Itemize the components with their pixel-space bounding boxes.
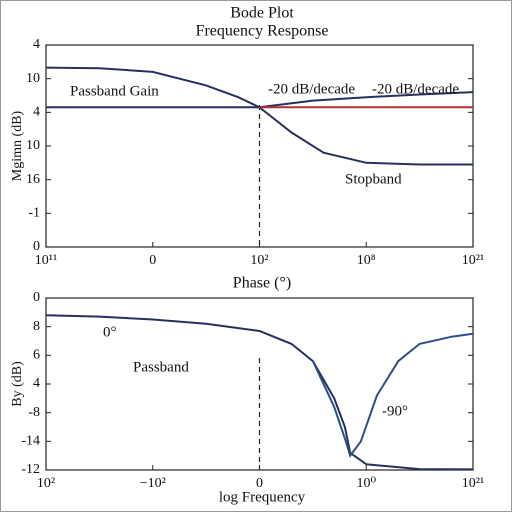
chart-subtitle: Frequency Response: [196, 23, 329, 40]
annotation: 0°: [103, 324, 117, 340]
x-tick-label: 0: [256, 476, 263, 491]
y-tick-label: -8: [28, 405, 40, 420]
x-tick-label: 10²¹: [462, 476, 484, 491]
x-tick-label: 10¹¹: [35, 253, 57, 268]
annotation: Passband: [133, 359, 189, 375]
y-tick-label: 0: [33, 290, 40, 305]
y-tick-label: -14: [21, 434, 40, 449]
y-axis-label: Mgimn (dB): [10, 110, 25, 181]
y-tick-label: 10: [26, 138, 40, 153]
annotation: -90°: [382, 403, 408, 419]
x-tick-label: 10²: [250, 253, 268, 268]
y-tick-label: -1: [28, 206, 40, 221]
annotation: -20 dB/decade: [268, 81, 355, 97]
chart-title: Bode Plot: [230, 5, 294, 22]
y-tick-label: 0: [33, 239, 40, 254]
annotation: Passband Gain: [70, 83, 159, 99]
panel-title: Phase (°): [233, 275, 291, 292]
annotation: -20 dB/decade: [372, 81, 459, 97]
annotation: Stopband: [345, 171, 402, 187]
x-tick-label: 10²: [37, 476, 55, 491]
y-tick-label: 4: [33, 376, 40, 391]
y-tick-label: 10: [26, 71, 40, 86]
y-axis-label: By (dB): [10, 361, 25, 407]
x-tick-label: 10⁸: [357, 253, 376, 268]
x-tick-label: −10²: [140, 476, 166, 491]
x-tick-label: 10²¹: [462, 253, 484, 268]
y-tick-label: 16: [26, 172, 40, 187]
y-tick-label: 6: [33, 348, 40, 363]
x-axis-label: log Frequency: [219, 489, 306, 505]
curve: [311, 332, 474, 458]
y-tick-label: 8: [33, 319, 40, 334]
y-tick-label: 4: [33, 105, 40, 120]
curve: [259, 91, 474, 109]
y-tick-label: 4: [33, 37, 40, 52]
x-tick-label: 0: [149, 253, 156, 268]
x-tick-label: 10⁰: [356, 476, 376, 491]
y-tick-label: -12: [21, 462, 40, 477]
